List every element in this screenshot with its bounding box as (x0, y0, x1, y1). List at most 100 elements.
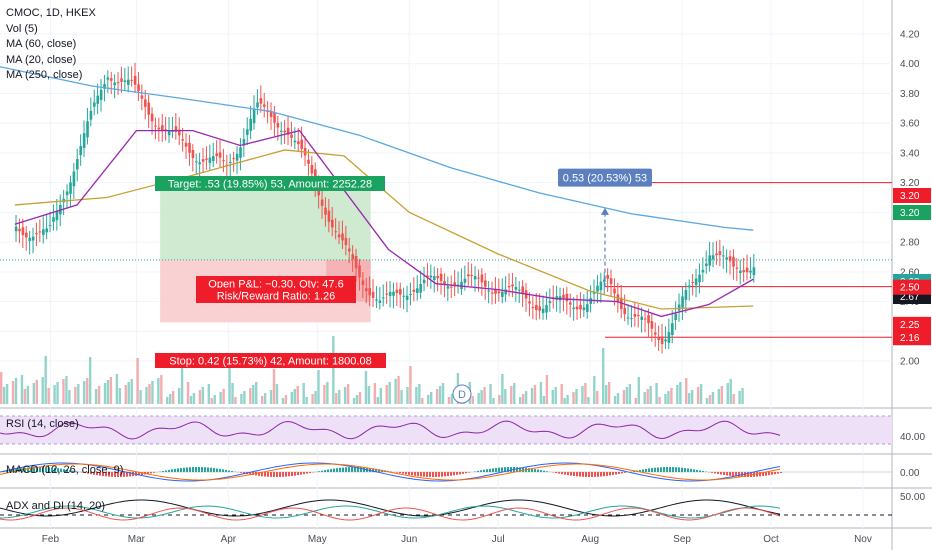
candle-body (174, 126, 178, 132)
volume-bar (136, 358, 139, 404)
macd-histogram-bar (243, 472, 245, 474)
x-tick-label: Aug (581, 534, 599, 545)
volume-bar (160, 375, 163, 404)
macd-histogram-bar (540, 470, 542, 472)
candle-body (191, 150, 195, 159)
macd-histogram-bar (51, 467, 53, 472)
macd-histogram-bar (597, 472, 599, 477)
candle-body (606, 275, 610, 279)
macd-histogram-bar (318, 471, 320, 472)
candle-body (725, 257, 729, 260)
candle-body (300, 139, 304, 149)
volume-bar (563, 398, 566, 404)
candle-body (55, 210, 59, 221)
volume-bar (530, 388, 534, 404)
macd-histogram-bar (105, 472, 107, 477)
stop-label-bg (155, 353, 386, 368)
macd-histogram-bar (528, 468, 530, 472)
volume-bar (690, 390, 694, 404)
volume-bar (243, 391, 246, 404)
candle-body (633, 313, 637, 317)
candle-body (242, 139, 246, 146)
candle-body (297, 141, 300, 145)
candle-body (698, 274, 701, 283)
macd-histogram-bar (291, 472, 293, 476)
volume-bar (415, 387, 418, 404)
macd-histogram-bar (543, 470, 545, 472)
macd-histogram-bar (357, 467, 359, 472)
volume-bar (738, 391, 741, 404)
candle-body (681, 296, 684, 308)
macd-histogram-bar (309, 472, 311, 474)
macd-histogram-bar (228, 470, 230, 472)
candle-body (749, 270, 752, 273)
macd-histogram-bar (186, 467, 188, 472)
candle-body (365, 288, 368, 292)
target-zone (160, 181, 371, 260)
candle-body (392, 291, 395, 296)
volume-bar (518, 397, 522, 404)
volume-bar (296, 386, 299, 404)
volume-bar (696, 387, 700, 404)
price-tag-bg (893, 188, 931, 203)
volume-bar (335, 393, 338, 404)
candle-body (555, 296, 559, 300)
volume-bar (427, 395, 430, 404)
candle-body (674, 313, 678, 320)
macd-histogram-bar (276, 472, 278, 477)
legend-vol: Vol (5) (6, 22, 38, 35)
volume-bar (584, 383, 587, 404)
volume-bar (192, 393, 196, 404)
volume-bar (234, 397, 237, 404)
y-tick-label: 3.80 (900, 89, 920, 100)
candle-body (626, 317, 630, 319)
macd-histogram-bar (348, 467, 350, 472)
volume-bar (186, 382, 190, 404)
candle-body (654, 332, 657, 335)
macd-histogram-bar (114, 472, 116, 477)
volume-bar (741, 388, 744, 404)
volume-bar (293, 389, 296, 404)
volume-bar (367, 386, 371, 404)
macd-histogram-bar (648, 468, 650, 472)
volume-bar (604, 385, 608, 404)
price-tag-label: 3.20 (900, 208, 920, 219)
macd-signal-line (0, 463, 781, 481)
macd-histogram-bar (48, 467, 50, 472)
volume-bar (189, 396, 193, 404)
macd-histogram-bar (483, 469, 485, 472)
volume-bar (628, 384, 632, 404)
candle-body (263, 104, 266, 107)
candle-body (351, 254, 355, 260)
volume-bar (364, 371, 368, 404)
volume-bar (542, 396, 546, 404)
candle-body (65, 191, 69, 196)
macd-histogram-bar (423, 472, 425, 477)
macd-histogram-bar (669, 467, 671, 472)
candle-body (477, 277, 480, 279)
target-label-bg (155, 176, 385, 191)
ma20-line (14, 129, 754, 318)
volume-bar (302, 383, 305, 404)
macd-histogram-bar (456, 472, 458, 475)
volume-bar (272, 369, 276, 404)
volume-bar (231, 383, 234, 404)
candle-body (660, 336, 664, 345)
volume-bar (708, 395, 712, 404)
macd-histogram-bar (438, 472, 440, 477)
volume-bar (269, 390, 273, 404)
volume-bar (23, 389, 27, 404)
volume-bar (501, 374, 504, 404)
volume-bar (489, 384, 492, 404)
candle-body (334, 231, 338, 233)
volume-bar (109, 377, 113, 404)
candle-body (96, 95, 100, 104)
macd-histogram-bar (714, 472, 716, 474)
macd-histogram-bar (690, 468, 692, 472)
macd-histogram-bar (633, 471, 635, 472)
volume-bar (471, 396, 474, 404)
macd-histogram-bar (378, 469, 380, 472)
volume-bar (317, 370, 320, 404)
candle-body (293, 140, 297, 143)
